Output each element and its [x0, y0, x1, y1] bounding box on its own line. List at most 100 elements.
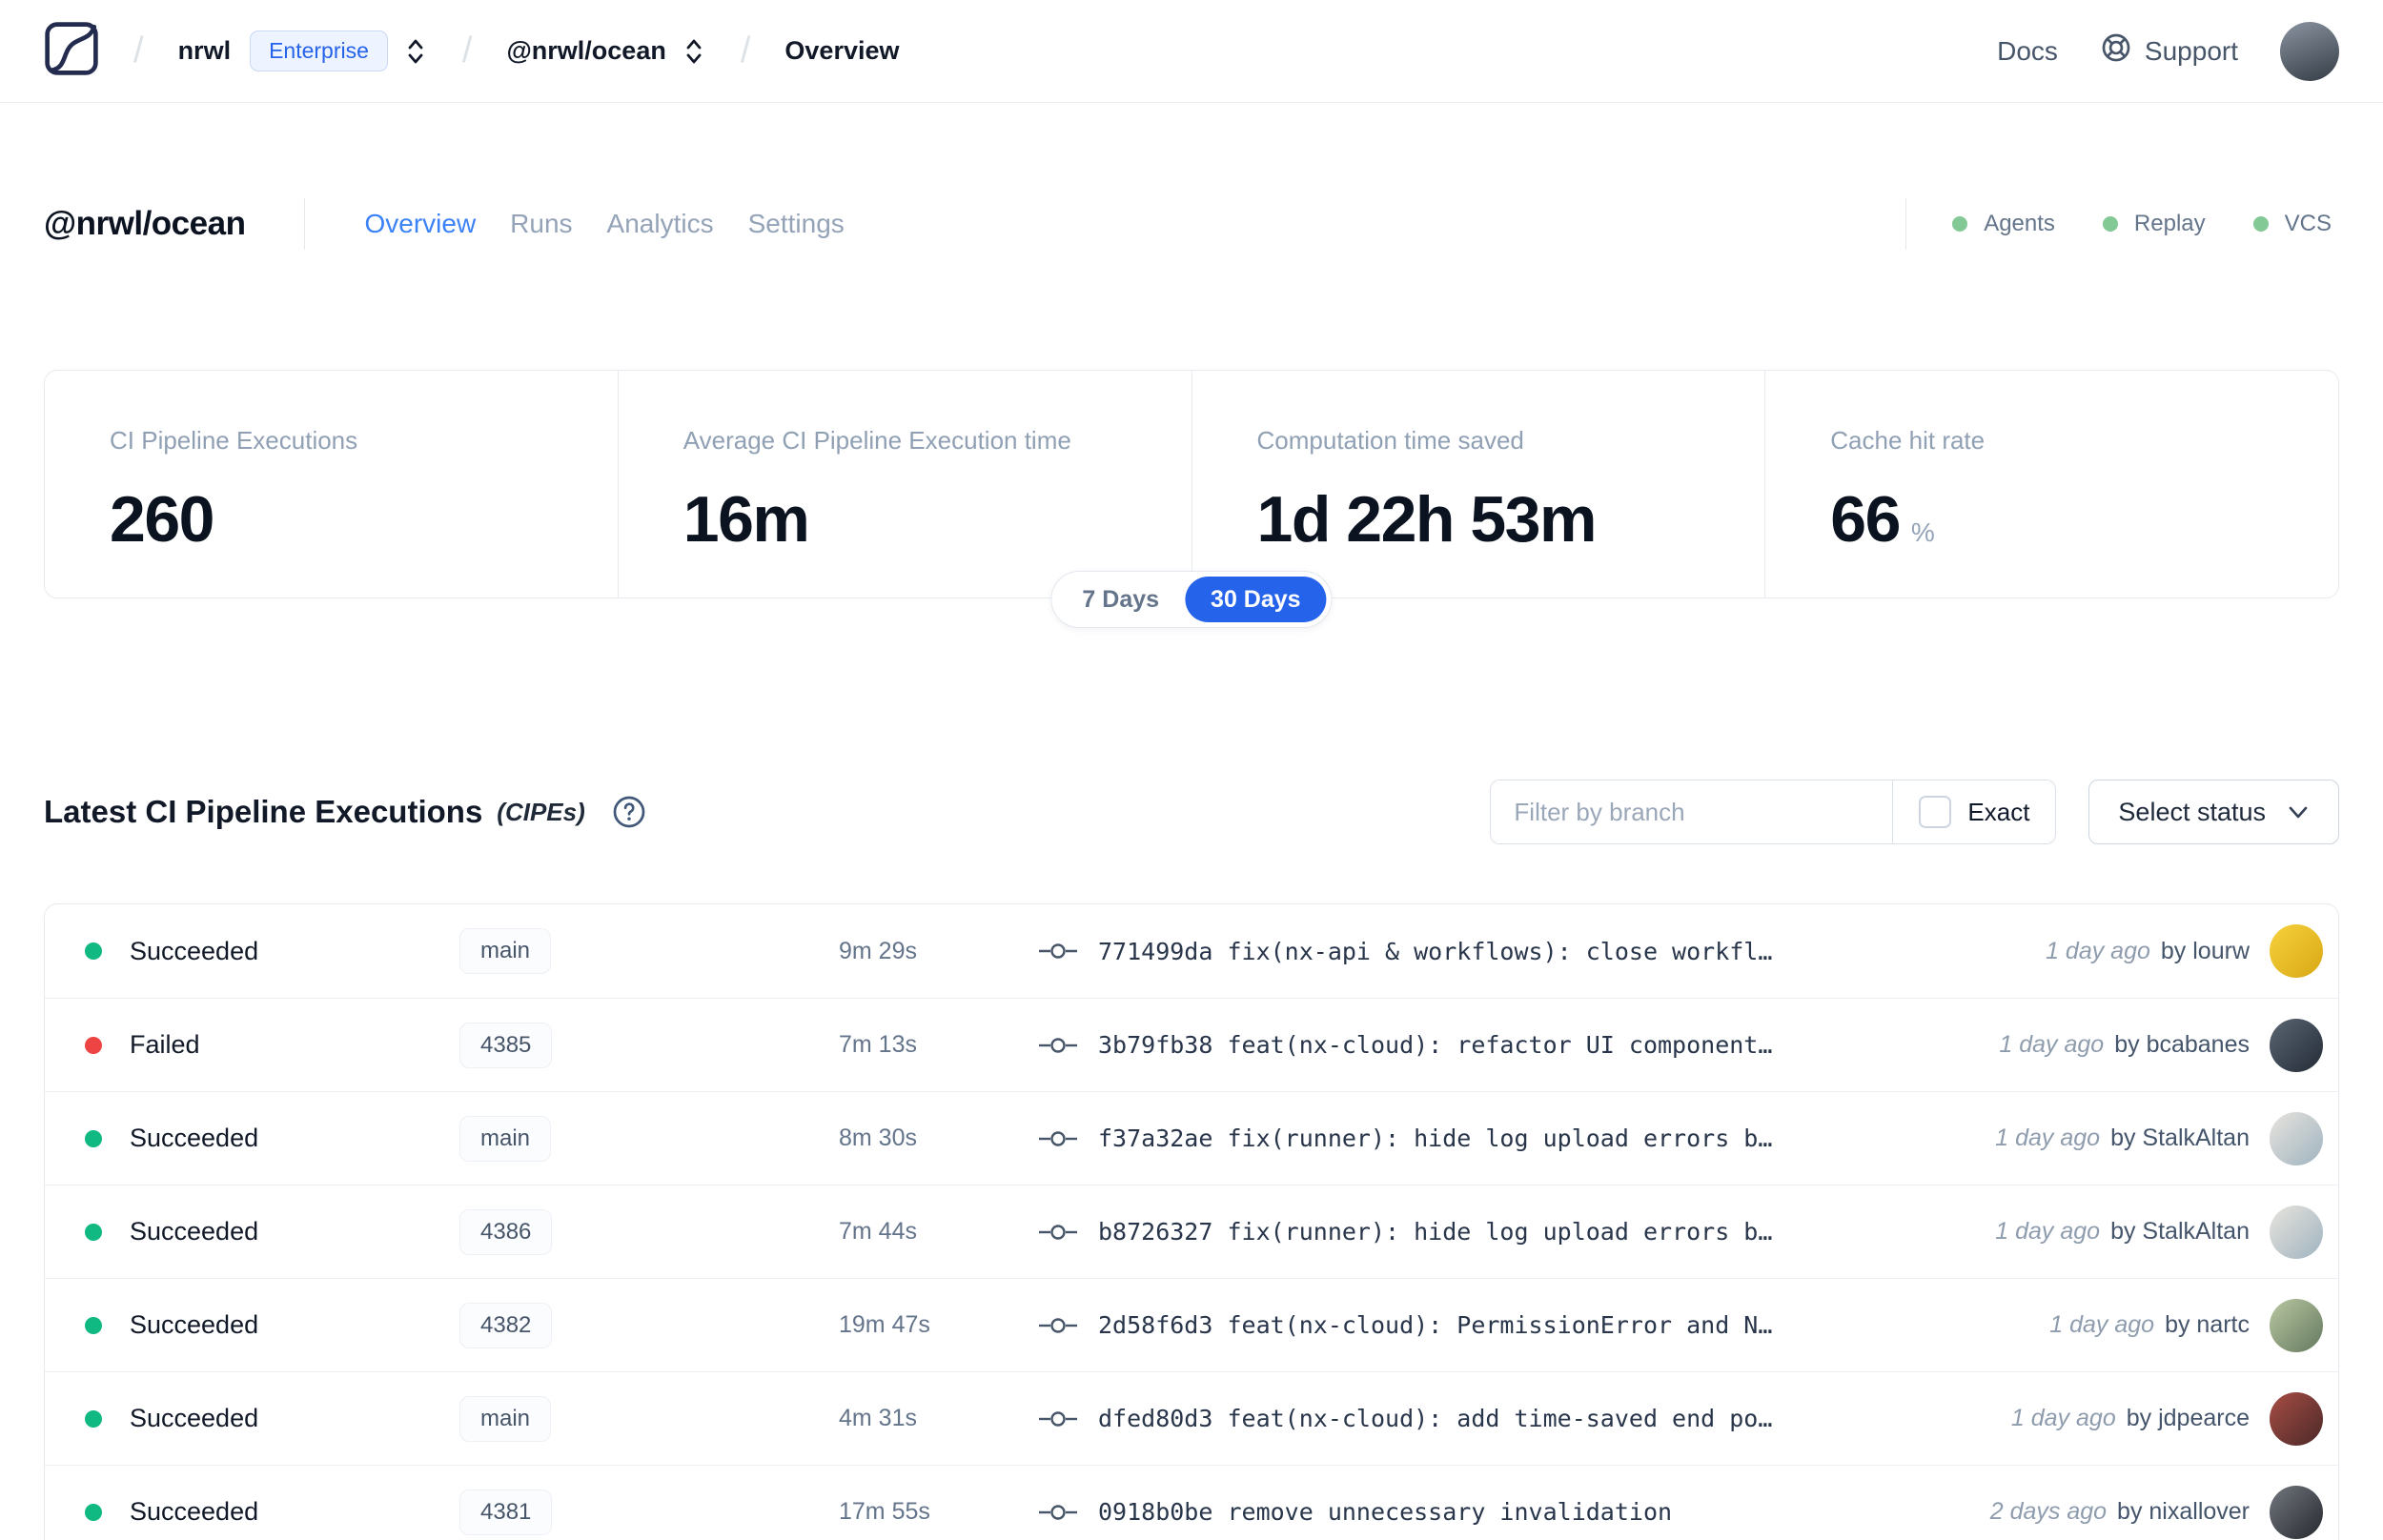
table-row[interactable]: Failed 4385 7m 13s 3b79fb38 feat(nx-clou… [45, 998, 2338, 1091]
author: by jdpearce [2126, 1405, 2250, 1431]
duration: 4m 31s [839, 1405, 917, 1431]
service-status-dot [2252, 216, 2269, 232]
commit-cell[interactable]: 3b79fb38 feat(nx-cloud): refactor UI com… [1038, 1031, 1999, 1059]
service-status-replay[interactable]: Replay [2102, 211, 2206, 237]
duration: 9m 29s [839, 937, 917, 964]
branch-pill[interactable]: main [459, 1395, 552, 1442]
period-toggle: 7 Days 30 Days [1050, 571, 1333, 628]
commit-message: b8726327 fix(runner): hide log upload er… [1098, 1218, 1773, 1246]
period-option-7-days[interactable]: 7 Days [1082, 586, 1160, 613]
lifebuoy-icon [2100, 31, 2132, 71]
meta-cell: 1 day ago by bcabanes [1999, 1018, 2323, 1072]
branch-pill[interactable]: 4385 [459, 1022, 553, 1068]
meta-cell: 2 days ago by nixallover [1989, 1485, 2323, 1539]
org-switcher-chevron-up-down-icon[interactable] [403, 37, 428, 66]
row-avatar[interactable] [2270, 1298, 2323, 1352]
author: by nixallover [2117, 1498, 2250, 1525]
branch-pill[interactable]: main [459, 1115, 552, 1162]
cipe-title-suffix: (CIPEs) [497, 797, 585, 826]
row-avatar[interactable] [2270, 1205, 2323, 1259]
time-ago: 1 day ago [2046, 937, 2150, 964]
branch-pill[interactable]: 4386 [459, 1208, 553, 1255]
period-option-30-days[interactable]: 30 Days [1185, 577, 1327, 622]
status-cell: Succeeded [85, 1497, 459, 1527]
help-question-circle-icon[interactable] [612, 795, 646, 829]
stat-label: Computation time saved [1256, 426, 1524, 455]
duration: 7m 44s [839, 1218, 917, 1245]
row-avatar[interactable] [2270, 1485, 2323, 1539]
row-status-label: Succeeded [130, 1310, 259, 1339]
commit-cell[interactable]: 771499da fix(nx-api & workflows): close … [1038, 938, 2046, 965]
row-status-label: Succeeded [130, 1217, 259, 1246]
service-status-label: VCS [2284, 211, 2332, 236]
service-status-vcs[interactable]: VCS [2252, 211, 2332, 237]
author: by bcabanes [2114, 1031, 2250, 1058]
commit-cell[interactable]: f37a32ae fix(runner): hide log upload er… [1038, 1125, 1995, 1152]
duration: 17m 55s [839, 1498, 930, 1525]
user-avatar[interactable] [2280, 21, 2339, 81]
commit-cell[interactable]: 2d58f6d3 feat(nx-cloud): PermissionError… [1038, 1311, 2049, 1339]
row-status-dot [85, 1503, 102, 1521]
workspace-header: @nrwl/ocean Overview Runs Analytics Sett… [0, 196, 2383, 252]
commit-cell[interactable]: 0918b0be remove unnecessary invalidation [1038, 1498, 1990, 1526]
author: by StalkAltan [2110, 1125, 2250, 1151]
row-avatar[interactable] [2270, 924, 2323, 978]
row-status-label: Failed [130, 1030, 200, 1059]
status-cell: Succeeded [85, 1217, 459, 1246]
table-row[interactable]: Succeeded 4382 19m 47s 2d58f6d3 feat(nx-… [45, 1278, 2338, 1371]
branch-filter-input[interactable] [1491, 780, 1893, 843]
commit-message: 771499da fix(nx-api & workflows): close … [1098, 937, 1773, 965]
row-status-label: Succeeded [130, 1124, 259, 1152]
exact-checkbox[interactable] [1919, 796, 1952, 828]
branch-pill[interactable]: 4381 [459, 1489, 553, 1535]
row-status-label: Succeeded [130, 936, 259, 965]
breadcrumb-org[interactable]: nrwl [177, 36, 232, 65]
status-cell: Failed [85, 1030, 459, 1060]
exact-toggle[interactable]: Exact [1892, 780, 2055, 843]
table-row[interactable]: Succeeded main 9m 29s 771499da fix(nx-ap… [45, 904, 2338, 998]
divider [1905, 198, 1907, 250]
breadcrumb-workspace[interactable]: @nrwl/ocean [506, 36, 666, 65]
stat-card-ci-pipeline-executions: CI Pipeline Executions 260 [45, 371, 618, 598]
support-link[interactable]: Support [2100, 31, 2238, 71]
cipe-title: Latest CI Pipeline Executions [44, 794, 483, 829]
service-status-dot [1952, 216, 1968, 232]
table-row[interactable]: Succeeded main 8m 30s f37a32ae fix(runne… [45, 1091, 2338, 1185]
row-avatar[interactable] [2270, 1018, 2323, 1072]
select-status-dropdown[interactable]: Select status [2088, 780, 2339, 844]
row-avatar[interactable] [2270, 1111, 2323, 1165]
git-commit-icon [1038, 1221, 1078, 1244]
tab-settings[interactable]: Settings [747, 209, 845, 238]
meta-cell: 1 day ago by lourw [2046, 924, 2323, 978]
workspace-title: @nrwl/ocean [44, 205, 246, 242]
branch-pill[interactable]: 4382 [459, 1302, 553, 1348]
exact-label: Exact [1967, 797, 2030, 826]
meta-cell: 1 day ago by StalkAltan [1995, 1111, 2323, 1165]
nx-cloud-logo-icon[interactable] [44, 21, 99, 81]
duration: 19m 47s [839, 1311, 930, 1338]
row-status-dot [85, 1129, 102, 1147]
commit-cell[interactable]: b8726327 fix(runner): hide log upload er… [1038, 1218, 1995, 1246]
stat-value-suffix: % [1910, 517, 1935, 547]
table-row[interactable]: Succeeded 4381 17m 55s 0918b0be remove u… [45, 1465, 2338, 1540]
time-ago: 1 day ago [1995, 1218, 2101, 1245]
time-ago: 2 days ago [1989, 1498, 2108, 1525]
time-ago: 1 day ago [2010, 1405, 2116, 1431]
workspace-switcher-chevron-up-down-icon[interactable] [682, 37, 706, 66]
branch-pill[interactable]: main [459, 928, 552, 974]
tab-overview[interactable]: Overview [364, 209, 477, 238]
stats-cards: CI Pipeline Executions 260 Average CI Pi… [44, 370, 2339, 628]
row-avatar[interactable] [2270, 1391, 2323, 1446]
support-label: Support [2144, 35, 2238, 66]
tab-runs[interactable]: Runs [510, 209, 573, 238]
tab-analytics[interactable]: Analytics [606, 209, 714, 238]
commit-cell[interactable]: dfed80d3 feat(nx-cloud): add time-saved … [1038, 1405, 2011, 1432]
service-status-agents[interactable]: Agents [1952, 211, 2055, 237]
stat-card-average-execution-time: Average CI Pipeline Execution time 16m [617, 371, 1192, 598]
docs-link[interactable]: Docs [1997, 35, 2058, 66]
table-row[interactable]: Succeeded 4386 7m 44s b8726327 fix(runne… [45, 1185, 2338, 1278]
cipe-controls: Exact Select status [1490, 780, 2339, 844]
time-ago: 1 day ago [2049, 1311, 2155, 1338]
service-status-label: Agents [1984, 211, 2055, 236]
table-row[interactable]: Succeeded main 4m 31s dfed80d3 feat(nx-c… [45, 1371, 2338, 1465]
